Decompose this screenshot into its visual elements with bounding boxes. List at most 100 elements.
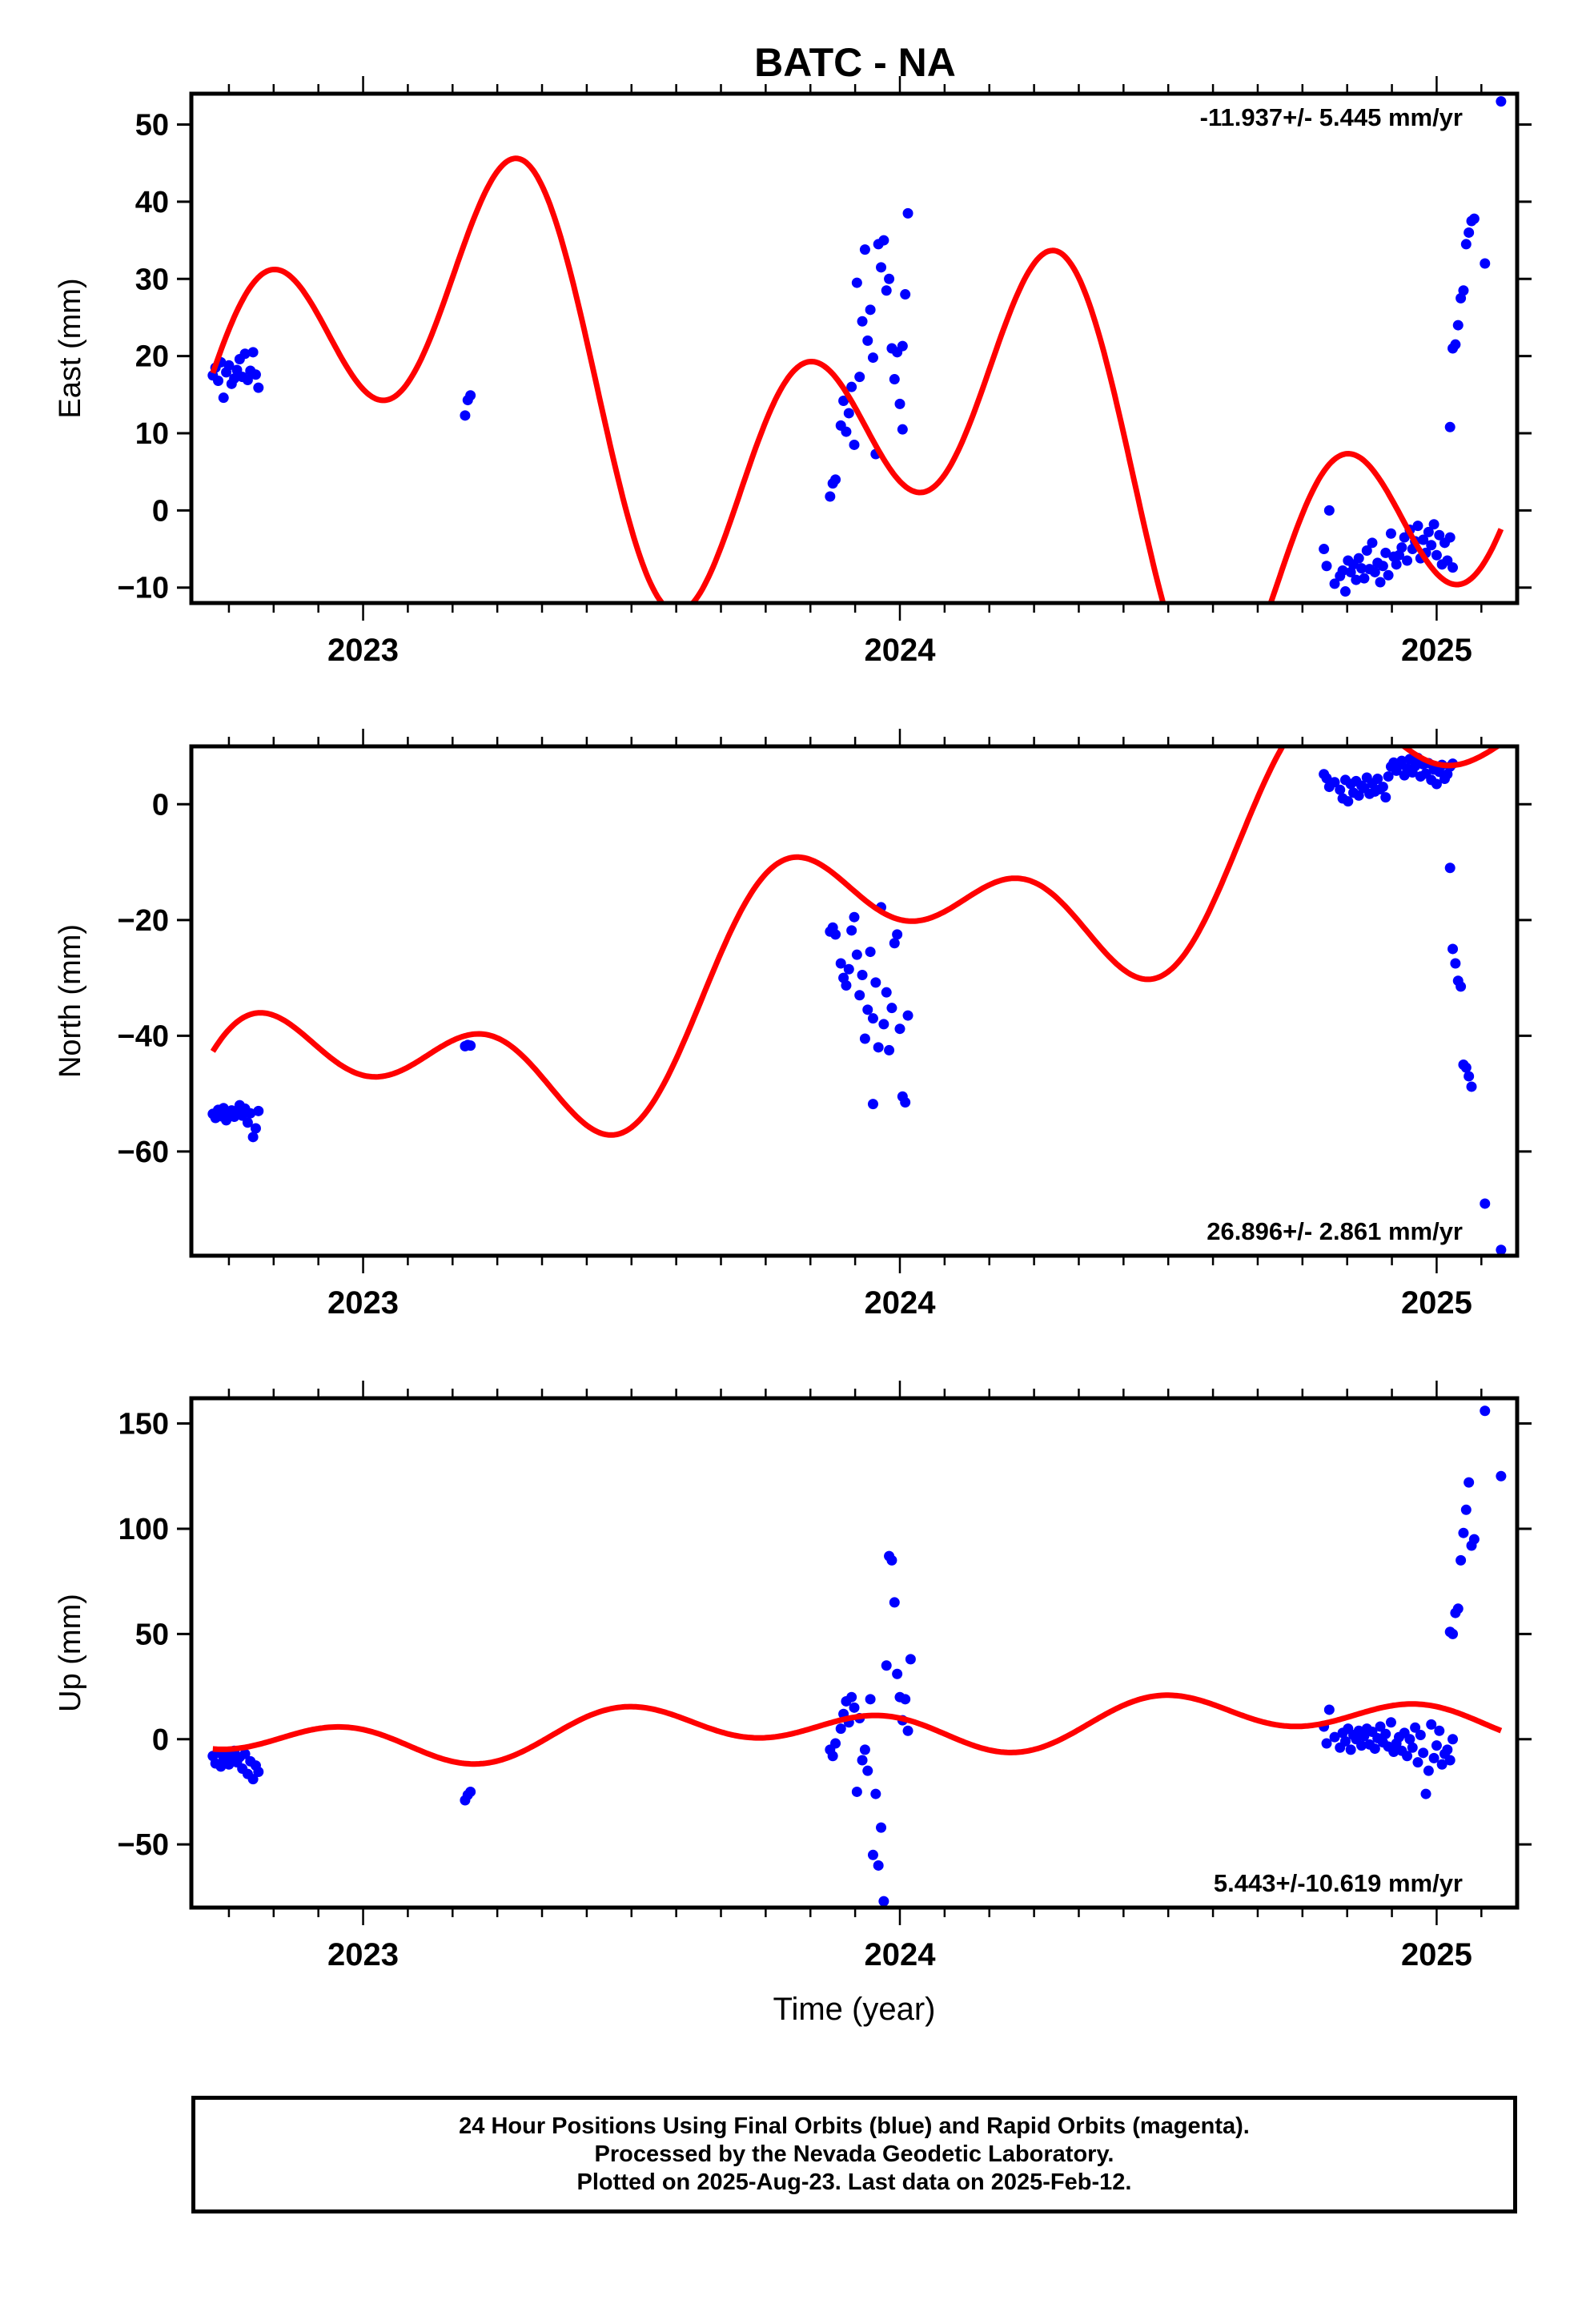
data-point (1356, 1740, 1367, 1751)
x-tick-label: 2024 (864, 1937, 936, 1972)
data-point (1434, 1725, 1445, 1736)
data-point (881, 1660, 892, 1671)
data-points (207, 752, 1507, 1256)
data-point (1460, 1504, 1472, 1515)
data-point (884, 1044, 895, 1055)
data-point (1434, 529, 1445, 541)
y-tick-label: 30 (135, 263, 169, 296)
data-point (830, 1738, 841, 1749)
plot-frame (189, 1396, 1520, 1910)
data-point (1404, 1734, 1415, 1745)
data-point (870, 977, 881, 988)
data-points (207, 1405, 1507, 1907)
data-point (1380, 547, 1391, 558)
data-point (1391, 559, 1402, 570)
y-tick-label: 0 (152, 1723, 169, 1757)
data-point (851, 949, 862, 960)
data-point (1383, 569, 1394, 581)
data-point (827, 1751, 838, 1762)
data-point (1351, 574, 1362, 585)
data-point (1464, 1071, 1475, 1082)
data-points (207, 96, 1507, 597)
data-point (1380, 1728, 1391, 1739)
data-point (1468, 213, 1480, 224)
data-point (846, 925, 857, 936)
data-point (247, 1132, 259, 1143)
model-fit-curve (210, 746, 1503, 1138)
data-point (867, 1013, 878, 1024)
data-point (1399, 532, 1410, 543)
data-point (862, 335, 873, 346)
y-tick-label: −20 (118, 904, 169, 938)
data-point (867, 352, 878, 364)
data-point (854, 990, 865, 1001)
rate-annotation: -11.937+/- 5.445 mm/yr (1200, 103, 1463, 131)
data-point (1339, 1735, 1351, 1747)
data-point (865, 304, 876, 316)
data-point (1447, 1628, 1459, 1639)
data-point (1385, 528, 1396, 539)
data-point (1321, 561, 1332, 572)
y-axis-label: Up (mm) (54, 1594, 87, 1712)
data-point (1402, 1751, 1413, 1762)
y-tick-label: 50 (135, 109, 169, 143)
data-point (892, 1668, 903, 1679)
data-point (1388, 1747, 1399, 1758)
data-point (849, 911, 860, 923)
y-tick-label: 50 (135, 1618, 169, 1651)
data-point (841, 426, 852, 437)
data-point (465, 390, 476, 401)
data-point (1410, 1722, 1421, 1733)
data-point (1367, 537, 1378, 549)
data-point (1496, 1244, 1507, 1256)
data-point (900, 1096, 911, 1108)
data-point (1428, 519, 1439, 530)
data-point (1337, 565, 1348, 577)
data-point (1468, 1534, 1480, 1545)
data-point (1335, 784, 1346, 795)
y-tick-label: 40 (135, 186, 169, 219)
data-point (239, 348, 251, 360)
data-point (1458, 1527, 1469, 1538)
figure-title: BATC - NA (754, 40, 956, 85)
data-point (1412, 1757, 1423, 1768)
data-point (1377, 782, 1388, 793)
data-point (897, 340, 908, 352)
y-tick-label: 10 (135, 417, 169, 451)
data-point (218, 392, 229, 404)
x-axis-label: Time (year) (773, 1992, 936, 2027)
x-tick-label: 2023 (327, 1285, 399, 1321)
footer-line-orbits: 24 Hour Positions Using Final Orbits (bl… (459, 2113, 1250, 2139)
data-point (1377, 561, 1388, 572)
data-point (1329, 1731, 1340, 1743)
data-point (1447, 562, 1459, 573)
data-point (889, 374, 900, 385)
data-point (859, 244, 870, 255)
data-point (892, 929, 903, 940)
data-point (878, 235, 889, 246)
data-point (460, 410, 471, 421)
data-point (865, 947, 876, 958)
data-point (843, 963, 854, 975)
data-point (247, 347, 259, 358)
data-point (1444, 421, 1456, 432)
data-point (902, 1010, 913, 1021)
data-point (1428, 1752, 1439, 1763)
x-tick-label: 2024 (864, 1285, 936, 1321)
plot-frame (189, 91, 1520, 605)
data-point (1436, 1759, 1447, 1770)
data-point (1418, 534, 1429, 545)
y-tick-label: 0 (152, 788, 169, 822)
data-point (841, 979, 852, 991)
data-point (1380, 792, 1391, 803)
data-point (886, 1554, 897, 1566)
data-point (1442, 1744, 1453, 1755)
data-point (862, 1004, 873, 1015)
data-point (1369, 1743, 1380, 1755)
data-point (229, 373, 240, 384)
data-point (867, 1849, 878, 1860)
data-point (873, 1860, 884, 1871)
model-fit-curve (212, 1692, 1503, 1767)
y-tick-label: 100 (118, 1513, 169, 1546)
